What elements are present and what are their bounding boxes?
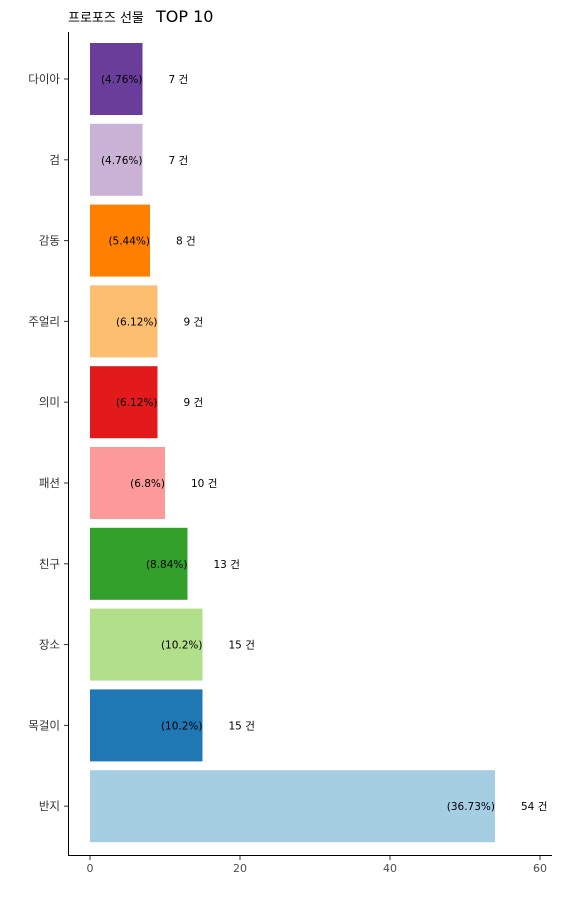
x-tick-label: 40 <box>383 862 397 875</box>
category-label: 감동 <box>39 234 60 248</box>
bar-5 <box>90 366 158 439</box>
x-ticks-group: 0 20 40 60 <box>87 856 547 875</box>
chart-title-prefix: 프로포즈 선물 <box>68 11 144 26</box>
category-label: 패션 <box>39 476 60 490</box>
category-label: 주얼리 <box>28 314 60 328</box>
bar-6 <box>90 447 165 519</box>
count-label: 15 건 <box>229 640 255 652</box>
bar-8 <box>90 608 203 681</box>
percent-label: (10.2%) <box>161 640 203 652</box>
bar-4 <box>90 285 158 358</box>
category-label: 반지 <box>39 799 60 813</box>
count-label: 8 건 <box>176 236 196 248</box>
x-tick-label: 60 <box>533 862 547 875</box>
category-label: 장소 <box>39 638 60 652</box>
count-label: 54 건 <box>521 801 547 813</box>
count-label: 10 건 <box>191 478 217 490</box>
bar-3 <box>90 204 150 277</box>
bar-1 <box>90 43 143 115</box>
count-label: 9 건 <box>184 316 204 328</box>
bar-7 <box>90 527 188 600</box>
percent-label: (10.2%) <box>161 720 203 732</box>
category-label: 의미 <box>39 395 60 409</box>
bar-9 <box>90 689 203 762</box>
count-label: 7 건 <box>169 155 189 167</box>
x-tick-label: 20 <box>233 862 247 875</box>
bar-10 <box>90 770 495 843</box>
bar-2 <box>90 123 143 196</box>
percent-label: (8.84%) <box>146 559 188 571</box>
bars-group: 다이아 (4.76%) 7 건검 (4.76%) 7 건감동 (5.44%) 8 건주얼리(… <box>28 43 547 843</box>
category-label: 목걸이 <box>28 718 60 732</box>
count-label: 15 건 <box>229 720 255 732</box>
percent-label: (6.12%) <box>116 397 158 409</box>
count-label: 7 건 <box>169 74 189 86</box>
percent-label: (4.76%) <box>101 155 143 167</box>
percent-label: (6.12%) <box>116 316 158 328</box>
category-label: 친구 <box>39 557 60 571</box>
percent-label: (6.8%) <box>130 478 165 490</box>
percent-label: (36.73%) <box>447 801 495 813</box>
chart-title-suffix: TOP 10 <box>155 7 213 26</box>
category-label: 검 <box>49 153 60 167</box>
x-tick-label: 0 <box>87 862 94 875</box>
percent-label: (4.76%) <box>101 74 143 86</box>
category-label: 다이아 <box>28 72 60 86</box>
percent-label: (5.44%) <box>108 236 150 248</box>
count-label: 9 건 <box>184 397 204 409</box>
count-label: 13 건 <box>214 559 240 571</box>
